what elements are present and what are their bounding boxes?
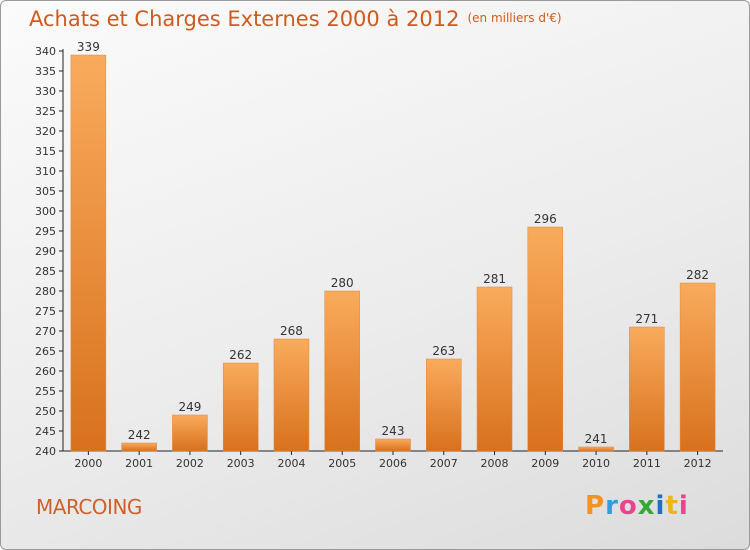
bar-2012 — [679, 282, 716, 452]
logo-letter: r — [605, 491, 619, 521]
y-tick-label: 270 — [35, 325, 56, 338]
y-tick-label: 330 — [35, 85, 56, 98]
y-tick-label: 280 — [35, 285, 56, 298]
y-tick-label: 315 — [35, 145, 56, 158]
logo-letter: i — [655, 491, 666, 521]
bar-2005 — [324, 290, 360, 452]
x-tick-label-2001: 2001 — [125, 457, 153, 470]
bar-2003 — [222, 362, 259, 452]
x-tick-label-2005: 2005 — [328, 457, 356, 470]
x-tick-label-2011: 2011 — [633, 457, 661, 470]
x-tick-label-2010: 2010 — [582, 457, 610, 470]
logo-letter: x — [637, 491, 656, 521]
y-tick-label: 305 — [35, 185, 56, 198]
chart-unit: (en milliers d'€) — [467, 11, 562, 25]
x-tick-label-2009: 2009 — [531, 457, 559, 470]
value-label-2008: 281 — [483, 272, 506, 286]
y-tick-label: 310 — [35, 165, 56, 178]
y-tick-label: 240 — [35, 445, 56, 458]
y-tick-label: 265 — [35, 345, 56, 358]
value-label-2002: 249 — [178, 400, 201, 414]
bar-2004 — [273, 338, 310, 452]
x-tick-label-2012: 2012 — [684, 457, 712, 470]
chart-title: Achats et Charges Externes 2000 à 2012 (e… — [29, 7, 562, 31]
logo-letter: i — [678, 491, 689, 521]
bar-2010 — [578, 446, 614, 452]
y-tick-label: 325 — [35, 105, 56, 118]
x-tick-label-2003: 2003 — [227, 457, 255, 470]
y-tick-label: 290 — [35, 245, 56, 258]
logo-letter: t — [665, 491, 679, 521]
value-label-2006: 243 — [382, 424, 405, 438]
proxiti-logo: Proxiti — [585, 491, 689, 521]
bar-2009 — [527, 226, 564, 452]
bar-2006 — [375, 438, 411, 452]
value-label-2011: 271 — [635, 312, 658, 326]
y-tick-label: 250 — [35, 405, 56, 418]
bar-2000 — [70, 54, 107, 452]
y-tick-label: 275 — [35, 305, 56, 318]
y-tick-label: 320 — [35, 125, 56, 138]
x-tick-label-2006: 2006 — [379, 457, 407, 470]
value-label-2001: 242 — [128, 428, 151, 442]
logo-letter: o — [618, 491, 638, 521]
y-tick-label: 260 — [35, 365, 56, 378]
value-label-2012: 282 — [686, 268, 709, 282]
value-label-2003: 262 — [229, 348, 252, 362]
y-tick-label: 340 — [35, 45, 56, 58]
x-tick-label-2004: 2004 — [277, 457, 305, 470]
commune-name: MARCOING — [36, 495, 142, 519]
bar-2011 — [629, 326, 665, 452]
bar-2001 — [121, 442, 157, 452]
y-tick-label: 295 — [35, 225, 56, 238]
bar-2002 — [172, 414, 208, 452]
value-label-2007: 263 — [432, 344, 455, 358]
value-label-2005: 280 — [331, 276, 354, 290]
chart-title-text: Achats et Charges Externes 2000 à 2012 — [29, 7, 460, 31]
value-label-2000: 339 — [77, 40, 100, 54]
value-label-2004: 268 — [280, 324, 303, 338]
y-tick-label: 285 — [35, 265, 56, 278]
bar-2007 — [426, 358, 462, 452]
y-tick-label: 245 — [35, 425, 56, 438]
y-tick-label: 255 — [35, 385, 56, 398]
x-tick-label-2008: 2008 — [481, 457, 509, 470]
x-tick-label-2000: 2000 — [74, 457, 102, 470]
x-tick-label-2007: 2007 — [430, 457, 458, 470]
value-label-2010: 241 — [585, 432, 608, 446]
x-tick-label-2002: 2002 — [176, 457, 204, 470]
y-tick-label: 335 — [35, 65, 56, 78]
y-tick-label: 300 — [35, 205, 56, 218]
bar-2008 — [476, 286, 513, 452]
logo-letter: P — [585, 491, 606, 521]
value-label-2009: 296 — [534, 212, 557, 226]
